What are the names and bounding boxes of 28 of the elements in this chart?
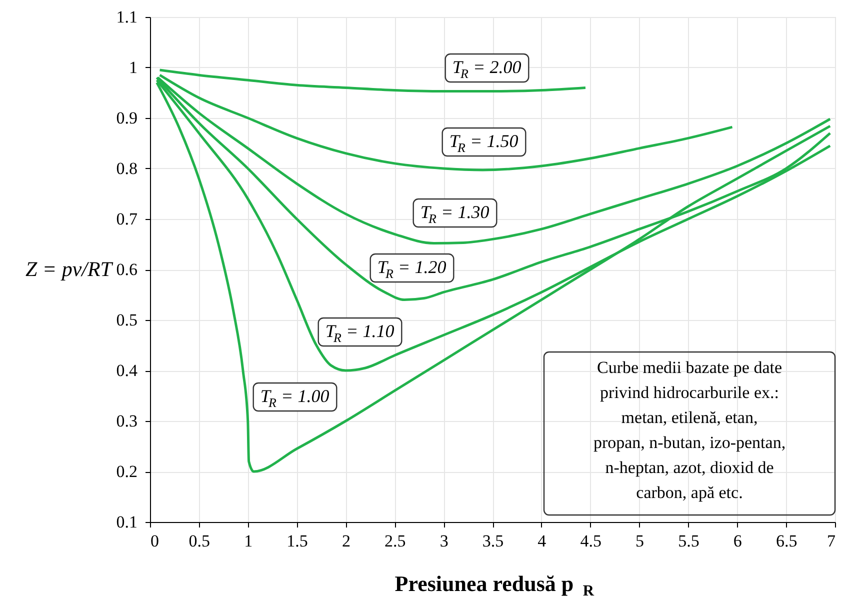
y-axis-title: Z = pv/RT — [25, 257, 114, 281]
y-tick-label: 0.3 — [116, 412, 138, 430]
x-tick-label: 6 — [733, 532, 742, 550]
x-tick-label: 5 — [636, 532, 644, 550]
x-tick-label: 3.5 — [482, 532, 504, 550]
x-tick-label: 6.5 — [776, 532, 798, 550]
y-tick-label: 0.5 — [116, 310, 138, 330]
y-tick-label: 0.2 — [116, 462, 138, 481]
x-tick-label: 0 — [150, 532, 159, 550]
y-tick-label: 0.8 — [116, 159, 138, 178]
x-tick-label: 4 — [538, 532, 547, 550]
x-tick-label: 1 — [244, 532, 253, 550]
y-tick-label: 1.1 — [116, 8, 138, 26]
y-tick-label: 0.4 — [116, 361, 138, 380]
x-tick-label: 0.5 — [188, 532, 210, 550]
x-tick-label: 1.5 — [286, 532, 308, 550]
annotation: Curbe medii bazate pe date privind hidrocarburile ex.: metan, etilenă, etan, propan, n-butan, izo-pentan, n-heptan, azot, dioxid de carbon, apă etc. — [593, 358, 786, 502]
y-tick-label: 0.7 — [116, 210, 138, 228]
y-tick-label: 0.6 — [116, 260, 138, 279]
x-tick-label: 3 — [440, 532, 448, 550]
x-tick-label: 7 — [827, 532, 836, 550]
x-tick-label: 4.5 — [580, 532, 602, 550]
y-tick-label: 0.1 — [116, 512, 138, 532]
y-tick-label: 1 — [129, 58, 138, 77]
y-tick-label: 0.9 — [116, 108, 138, 128]
x-tick-label: 2.5 — [384, 532, 406, 550]
x-tick-label: 5.5 — [678, 532, 700, 550]
x-tick-label: 2 — [342, 532, 350, 550]
